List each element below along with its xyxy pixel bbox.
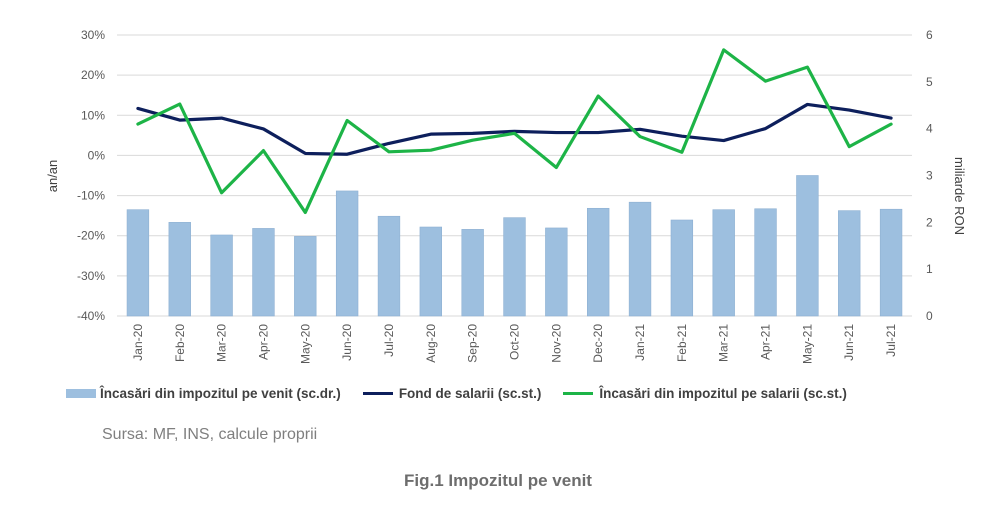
right-tick-label: 6 xyxy=(926,28,933,42)
bar-mar-20 xyxy=(210,234,233,317)
right-tick-label: 0 xyxy=(926,309,933,323)
x-tick-label: Mar-21 xyxy=(717,324,731,362)
legend-label-wage-fund: Fond de salarii (sc.st.) xyxy=(398,386,542,401)
bar-jan-20 xyxy=(126,209,150,317)
x-tick-label: Jun-21 xyxy=(842,324,856,361)
bar-dec-20 xyxy=(587,207,610,317)
legend-label-wage-tax: Încasări din impozitul pe salarii (sc.st… xyxy=(599,386,847,401)
right-axis-ticks: 6 5 4 3 2 1 0 xyxy=(926,28,933,323)
bar-jul-21 xyxy=(879,208,903,317)
x-tick-label: Oct-20 xyxy=(508,324,522,360)
bar-apr-21 xyxy=(754,208,777,317)
bar-may-20 xyxy=(294,236,317,317)
bar-feb-21 xyxy=(670,219,694,317)
x-tick-label: Jul-21 xyxy=(884,324,898,357)
legend: Încasări din impozitul pe venit (sc.dr.)… xyxy=(66,386,869,401)
right-axis-title: miliarde RON xyxy=(952,157,967,235)
legend-swatch-bar xyxy=(66,389,96,398)
legend-item-wage-tax: Încasări din impozitul pe salarii (sc.st… xyxy=(563,386,847,401)
bars-income-tax xyxy=(126,175,903,317)
right-tick-label: 1 xyxy=(926,262,933,276)
line-series xyxy=(136,48,893,215)
left-tick-label: 30% xyxy=(81,28,105,42)
left-tick-label: -30% xyxy=(77,269,105,283)
figure-caption: Fig.1 Impozitul pe venit xyxy=(404,471,592,490)
x-tick-label: Feb-20 xyxy=(173,324,187,362)
right-tick-label: 3 xyxy=(926,169,933,183)
legend-swatch-wage-tax xyxy=(563,392,594,395)
bar-may-21 xyxy=(796,175,819,317)
legend-label-income-tax: Încasări din impozitul pe venit (sc.dr.) xyxy=(100,386,341,401)
x-tick-label: Apr-21 xyxy=(759,324,773,360)
x-tick-label: May-20 xyxy=(298,324,312,364)
x-tick-label: Jan-20 xyxy=(131,324,145,361)
x-tick-label: Sep-20 xyxy=(466,324,480,363)
bar-jan-21 xyxy=(628,201,652,317)
x-tick-label: Feb-21 xyxy=(675,324,689,362)
x-tick-label: May-21 xyxy=(800,324,814,364)
bar-feb-20 xyxy=(168,222,191,317)
line-wage-fund xyxy=(136,102,893,156)
x-tick-label: Dec-20 xyxy=(591,324,605,363)
legend-swatch-wage-fund xyxy=(362,392,393,395)
x-axis-ticks: Jan-20 Feb-20 Mar-20 Apr-20 May-20 Jun-20 Jul-… xyxy=(131,324,898,364)
bar-mar-21 xyxy=(712,209,735,317)
bar-sep-20 xyxy=(461,229,484,317)
x-tick-label: Jul-20 xyxy=(382,324,396,357)
left-axis-title: an/an xyxy=(45,160,60,193)
bar-jul-20 xyxy=(377,215,401,317)
left-tick-label: 10% xyxy=(81,108,105,122)
x-tick-label: Aug-20 xyxy=(424,324,438,363)
x-tick-label: Nov-20 xyxy=(549,324,563,363)
x-tick-label: Mar-20 xyxy=(215,324,229,362)
bar-apr-20 xyxy=(252,228,275,317)
bar-jun-21 xyxy=(838,210,861,317)
left-tick-label: 0% xyxy=(88,148,106,162)
x-tick-label: Jun-20 xyxy=(340,324,354,361)
left-tick-label: -40% xyxy=(77,309,105,323)
x-tick-label: Apr-20 xyxy=(256,324,270,360)
right-tick-label: 4 xyxy=(926,122,933,136)
left-tick-label: -10% xyxy=(77,189,105,203)
left-tick-label: 20% xyxy=(81,68,105,82)
bar-jun-20 xyxy=(335,190,359,317)
bar-oct-20 xyxy=(503,217,526,317)
left-tick-label: -20% xyxy=(77,229,105,243)
bar-aug-20 xyxy=(419,226,442,317)
left-axis-ticks: 30% 20% 10% 0% -10% -20% -30% -40% xyxy=(77,28,105,323)
x-tick-label: Jan-21 xyxy=(633,324,647,361)
bar-nov-20 xyxy=(545,227,568,317)
chart: 30% 20% 10% 0% -10% -20% -30% -40% 6 5 4 3 2 1 0 Jan-… xyxy=(45,28,967,364)
source-note: Sursa: MF, INS, calcule proprii xyxy=(102,426,318,443)
right-tick-label: 2 xyxy=(926,215,933,229)
line-wage-tax xyxy=(136,48,893,215)
legend-item-wage-fund: Fond de salarii (sc.st.) xyxy=(362,386,542,401)
legend-item-income-tax: Încasări din impozitul pe venit (sc.dr.) xyxy=(66,386,341,401)
right-tick-label: 5 xyxy=(926,75,933,89)
